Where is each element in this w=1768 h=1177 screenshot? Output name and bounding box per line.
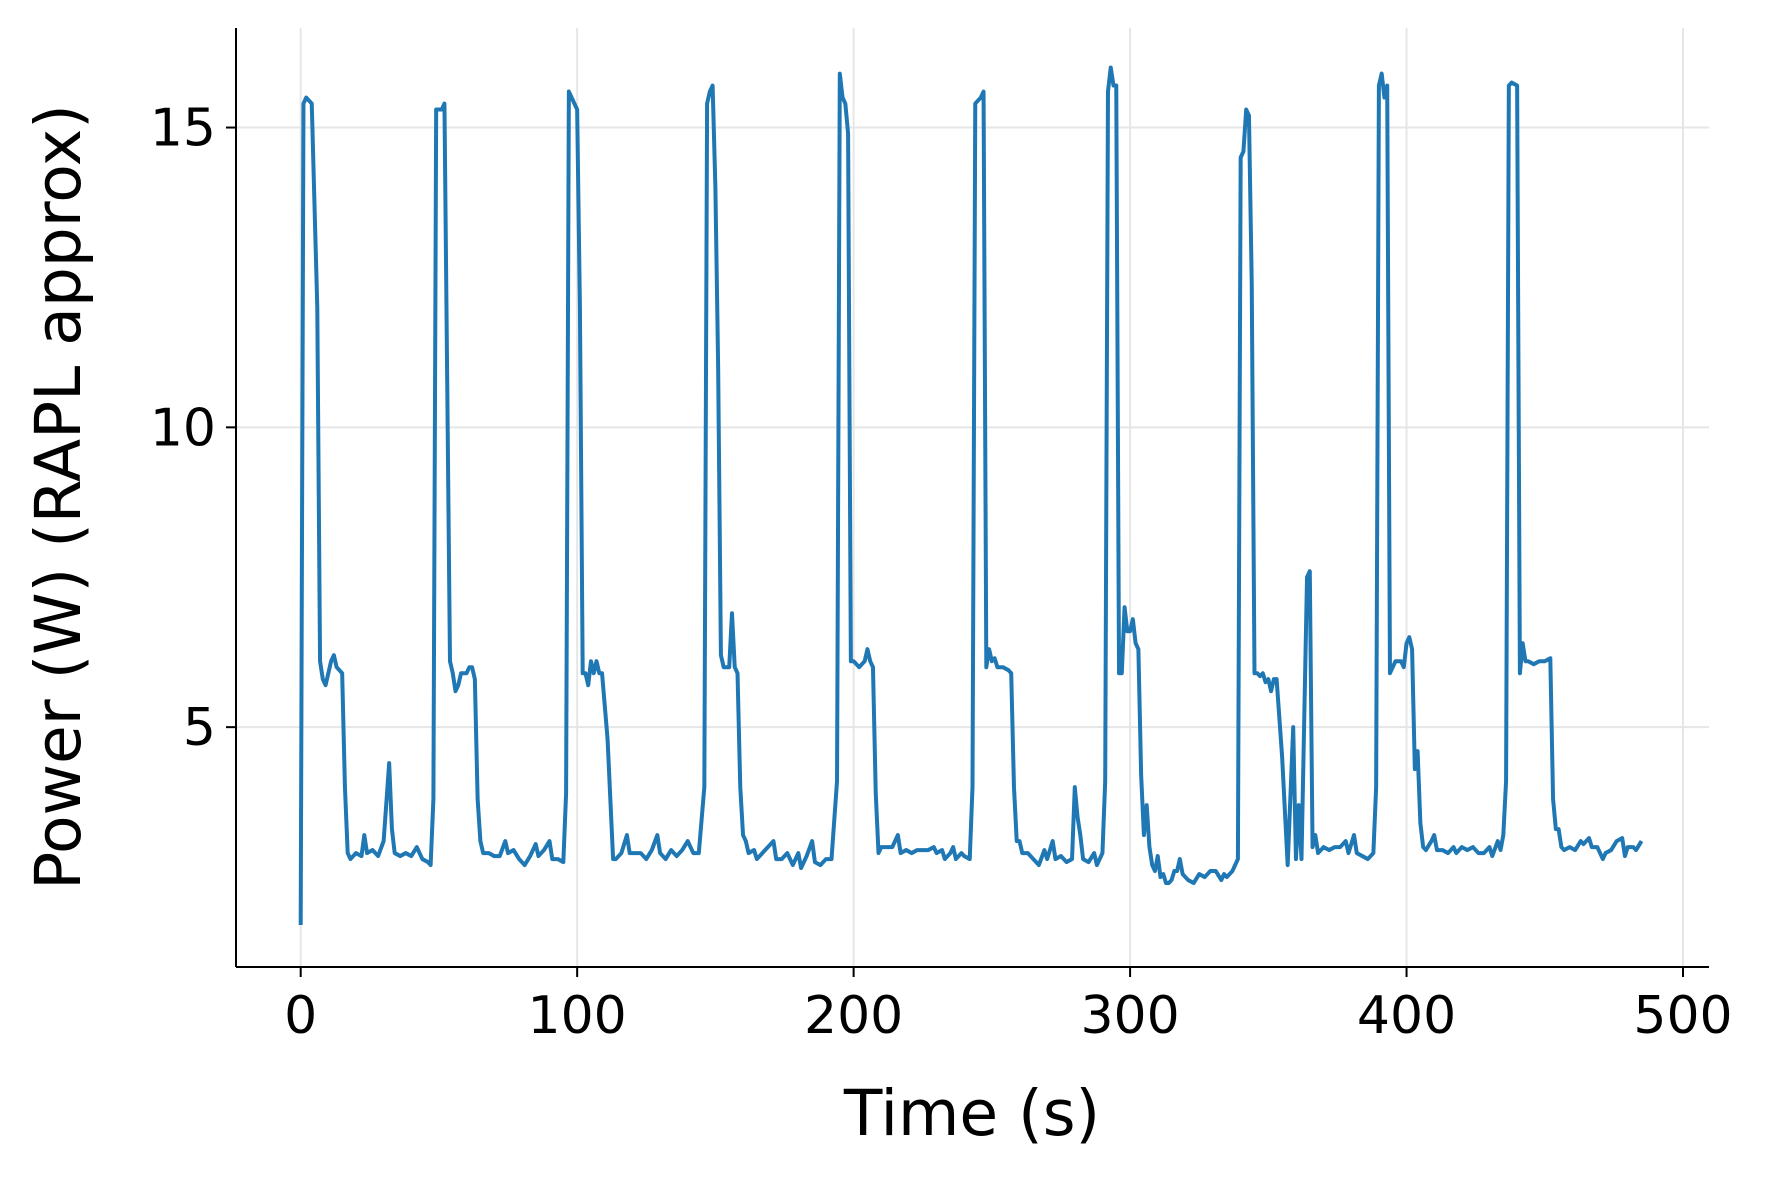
x-tick-label: 0 bbox=[284, 986, 317, 1046]
x-axis-label: Time (s) bbox=[843, 1077, 1100, 1150]
y-tick-label: 5 bbox=[183, 698, 216, 758]
y-tick-label: 15 bbox=[150, 99, 216, 159]
x-tick-label: 400 bbox=[1357, 986, 1456, 1046]
x-tick-label: 500 bbox=[1633, 986, 1732, 1046]
data-line bbox=[298, 65, 1644, 926]
x-tick-label: 100 bbox=[528, 986, 627, 1046]
x-tick-label: 200 bbox=[804, 986, 903, 1046]
y-axis-label: Power (W) (RAPL approx) bbox=[22, 104, 95, 890]
x-tick-label: 300 bbox=[1080, 986, 1179, 1046]
y-tick-label: 10 bbox=[150, 398, 216, 458]
